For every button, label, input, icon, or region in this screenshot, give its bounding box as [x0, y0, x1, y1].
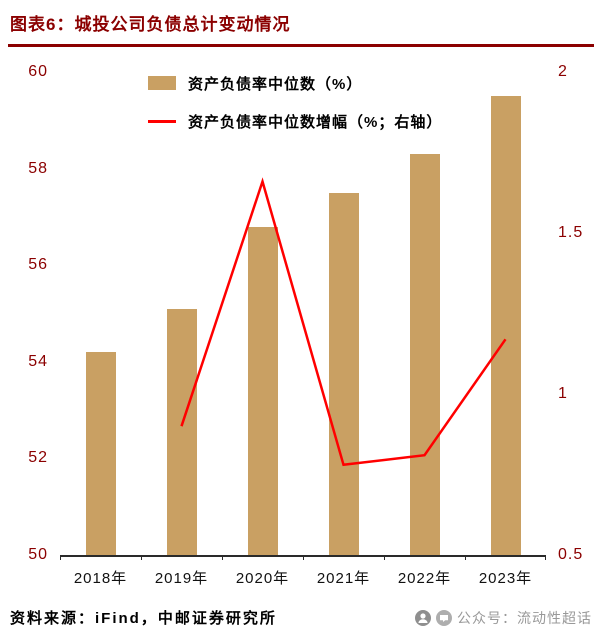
right-axis-tick: 1 — [558, 385, 568, 402]
chart-title: 图表6：城投公司负债总计变动情况 — [10, 15, 291, 34]
x-axis-tickmark — [60, 555, 61, 560]
x-axis-label: 2020年 — [235, 570, 290, 587]
x-axis-label: 2018年 — [73, 570, 128, 587]
bar-2018年 — [85, 352, 116, 555]
line-series — [180, 177, 507, 467]
bar-2022年 — [409, 154, 440, 555]
left-axis-tick: 58 — [28, 159, 48, 177]
right-axis-tick: 0.5 — [558, 546, 584, 563]
left-axis-tick: 56 — [28, 256, 48, 274]
x-axis-tickmark — [303, 555, 304, 560]
x-axis-tickmark — [465, 555, 466, 560]
x-axis-label: 2022年 — [397, 570, 452, 587]
footer: 资料来源：iFind，中邮证券研究所 公众号：流动性超话 — [10, 607, 592, 628]
bar-2021年 — [328, 192, 359, 555]
legend-item-bar: 资产负债率中位数（%） — [148, 74, 442, 93]
x-axis-label: 2019年 — [154, 570, 209, 587]
left-axis-tick: 54 — [28, 352, 48, 370]
legend-item-line: 资产负债率中位数增幅（%；右轴） — [148, 112, 443, 131]
x-axis-tickmark — [222, 555, 223, 560]
x-axis-label: 2021年 — [316, 570, 371, 587]
watermark-text: 公众号：流动性超话 — [457, 609, 592, 626]
line-swatch-icon — [148, 119, 176, 123]
legend-label-bar: 资产负债率中位数（%） — [188, 75, 363, 93]
left-axis-tick: 50 — [28, 546, 48, 563]
person-icon — [415, 609, 431, 626]
x-axis-label: 2023年 — [478, 570, 533, 587]
legend-label-line: 资产负债率中位数增幅（%；右轴） — [188, 113, 443, 131]
chart-header: 图表6：城投公司负债总计变动情况 — [8, 8, 594, 47]
bar-2020年 — [247, 226, 278, 555]
watermark: 公众号：流动性超话 — [415, 608, 592, 628]
bar-2023年 — [490, 96, 521, 555]
chat-bubble-icon — [436, 609, 452, 626]
x-axis-tickmark — [545, 555, 546, 560]
right-axis-tick: 1.5 — [558, 224, 584, 241]
left-axis-tick: 60 — [28, 63, 48, 80]
plot-area: 资产负债率中位数（%） 资产负债率中位数增幅（%；右轴） 50 52 54 56 58 6… — [28, 63, 582, 587]
source-text: 资料来源：iFind，中邮证券研究所 — [10, 610, 277, 627]
bar-swatch-icon — [148, 76, 176, 90]
left-axis-tick: 52 — [28, 449, 48, 467]
bar-2019年 — [166, 308, 197, 555]
x-axis-tickmark — [384, 555, 385, 560]
chart-legend: 资产负债率中位数（%） 资产负债率中位数增幅（%；右轴） — [148, 74, 443, 131]
x-axis-tickmark — [141, 555, 142, 560]
right-axis-tick: 2 — [558, 63, 568, 80]
